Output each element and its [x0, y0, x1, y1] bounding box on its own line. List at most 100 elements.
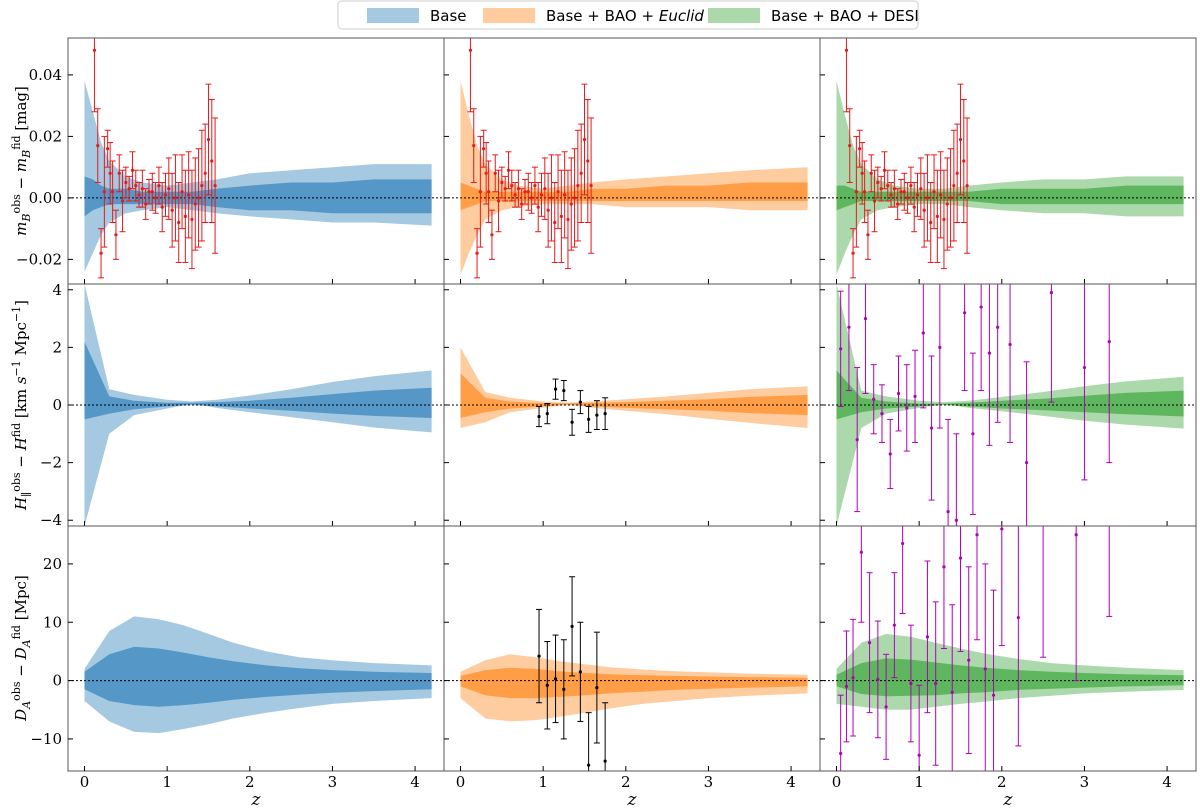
y-tick-label: −10: [30, 730, 62, 748]
y-tick-label: 0: [52, 672, 62, 690]
data-point: [897, 178, 904, 205]
data-point: [917, 157, 924, 220]
legend-label-euclid: Base + BAO + Euclid: [546, 7, 704, 25]
data-point: [129, 151, 136, 190]
data-point: [541, 157, 548, 220]
data-point: [964, 117, 971, 254]
data-point: [856, 129, 863, 168]
data-point: [920, 284, 927, 409]
data-point: [986, 284, 993, 446]
data-point: [142, 188, 149, 220]
data-point: [853, 135, 860, 248]
data-point: [1015, 526, 1022, 747]
data-point: [843, 630, 850, 743]
data-point: [574, 129, 581, 242]
data-point: [109, 160, 116, 223]
data-point: [965, 566, 972, 754]
y-tick-label: −0.02: [16, 250, 62, 268]
data-point: [470, 108, 477, 184]
panel-DA-0: [68, 616, 444, 734]
data-point: [883, 653, 890, 760]
data-point: [895, 355, 902, 432]
panel-H-2: [820, 284, 1196, 526]
data-point: [907, 624, 914, 743]
data-point: [1081, 284, 1088, 481]
data-point: [569, 576, 576, 677]
data-point: [495, 169, 502, 233]
panel-mB-2: [820, 38, 1196, 279]
panel-frame: [819, 37, 1197, 285]
data-point: [854, 367, 861, 513]
data-point: [528, 182, 535, 214]
data-point: [477, 135, 484, 248]
data-point: [1023, 361, 1030, 526]
band-1sigma: [84, 176, 432, 217]
panel-DA-2: [820, 526, 1196, 771]
x-tick-label: 3: [704, 773, 714, 791]
x-tick-label: 0: [456, 773, 466, 791]
data-point: [536, 405, 543, 428]
data-point: [960, 99, 967, 223]
legend-swatch-desi: [708, 8, 760, 23]
data-point: [894, 188, 901, 220]
data-point: [843, 38, 850, 113]
y-tick-label: −4: [40, 511, 62, 529]
data-point: [884, 169, 891, 202]
data-point: [878, 384, 885, 443]
data-point: [94, 108, 101, 184]
data-point: [107, 142, 114, 205]
panel-H-0: [68, 284, 444, 526]
data-point: [132, 169, 139, 202]
data-point: [954, 123, 961, 223]
legend-swatch-euclid: [483, 8, 535, 23]
data-point: [982, 563, 989, 771]
data-point: [488, 209, 495, 260]
data-point: [552, 634, 559, 724]
data-point: [192, 157, 199, 251]
data-point: [538, 172, 545, 217]
data-point: [949, 604, 956, 771]
data-point: [561, 151, 568, 239]
data-point: [149, 172, 156, 211]
data-point: [152, 182, 159, 214]
data-point: [936, 284, 943, 429]
data-point: [179, 154, 186, 230]
data-point: [126, 175, 133, 202]
data-point: [602, 397, 609, 430]
data-point: [498, 166, 505, 199]
data-point: [602, 702, 609, 771]
data-point: [891, 572, 898, 679]
y-axis-label: H∥obs − Hfid [km s−1 Mpc−1]: [10, 300, 33, 511]
data-point: [165, 157, 172, 220]
data-point: [155, 166, 162, 205]
data-point: [483, 142, 490, 205]
band-1sigma: [460, 373, 808, 418]
data-point: [531, 166, 538, 205]
data-point: [91, 38, 98, 113]
data-point: [577, 390, 584, 415]
data-point: [122, 166, 129, 199]
band-2sigma: [84, 81, 432, 272]
y-axis-label: mBobs − mBfid [mag]: [10, 86, 33, 236]
data-point: [581, 83, 588, 196]
data-point: [861, 160, 868, 223]
data-point: [198, 129, 205, 242]
y-tick-label: 0: [52, 396, 62, 414]
data-point: [901, 172, 908, 211]
data-point: [569, 408, 576, 436]
x-tick-label: 1: [538, 773, 548, 791]
panel-frame: [443, 525, 821, 772]
data-point: [588, 117, 595, 254]
data-point: [940, 526, 947, 649]
x-tick-label: 4: [1162, 773, 1172, 791]
band-1sigma: [84, 646, 432, 707]
data-point: [492, 154, 499, 193]
legend-label-base: Base: [430, 7, 467, 25]
y-axis-label: DAobs − DAfid [Mpc]: [10, 575, 33, 722]
data-point: [911, 182, 918, 233]
data-point: [1040, 526, 1047, 658]
panel-DA-1: [444, 576, 820, 771]
data-point: [868, 154, 875, 193]
x-tick-label: 4: [786, 773, 796, 791]
data-point: [937, 151, 944, 239]
